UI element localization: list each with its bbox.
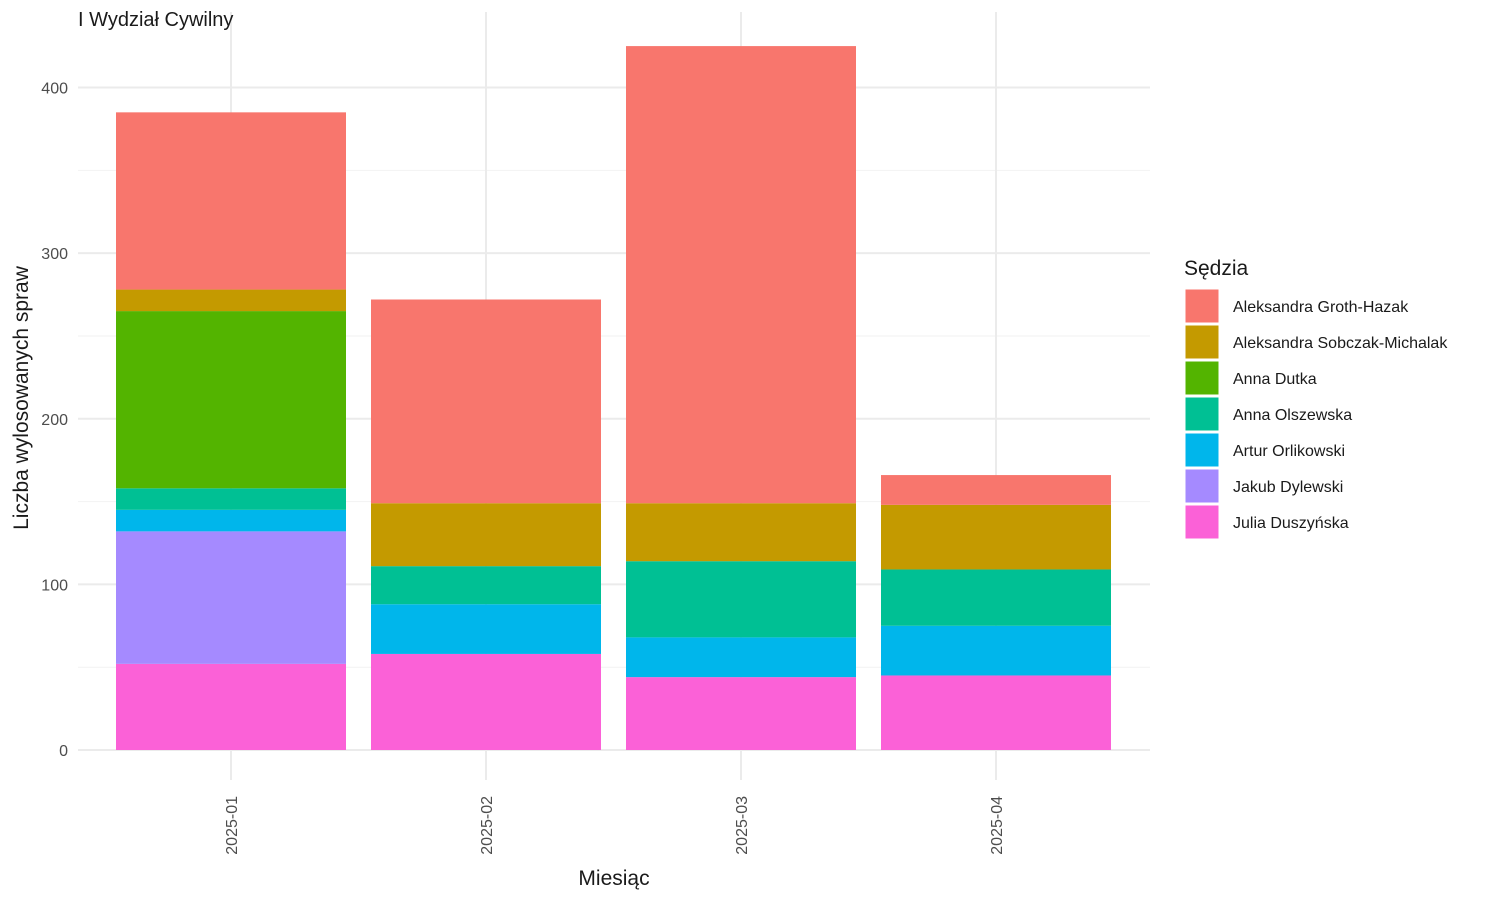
bar-segment: Aleksandra Groth-Hazak 2025-02: 123 bbox=[371, 299, 601, 504]
y-tick-label: 400 bbox=[41, 81, 68, 98]
y-tick-label: 0 bbox=[59, 743, 68, 760]
bar-segment: Anna Olszewska 2025-01: 13 bbox=[116, 488, 346, 510]
bars: Julia Duszyńska 2025-01: 52Jakub Dylewsk… bbox=[116, 46, 1111, 750]
legend-key bbox=[1184, 468, 1220, 504]
y-axis-ticks: 0 100 200 300 400 bbox=[41, 81, 68, 761]
bar-segment: Julia Duszyńska 2025-04: 45 bbox=[881, 675, 1111, 750]
bar-segment: Julia Duszyńska 2025-03: 44 bbox=[626, 677, 856, 750]
x-tick-label: 2025-04 bbox=[989, 796, 1006, 855]
legend-label: Aleksandra Sobczak-Michalak bbox=[1233, 335, 1448, 352]
bar-segment: Jakub Dylewski 2025-01: 80 bbox=[116, 531, 346, 664]
y-tick-label: 300 bbox=[41, 246, 68, 263]
x-tick-label: 2025-02 bbox=[479, 796, 496, 855]
bar-segment: Julia Duszyńska 2025-01: 52 bbox=[116, 663, 346, 750]
bar-segment: Aleksandra Groth-Hazak 2025-03: 276 bbox=[626, 46, 856, 504]
legend-label: Anna Olszewska bbox=[1233, 407, 1352, 424]
y-tick-label: 200 bbox=[41, 412, 68, 429]
legend-key bbox=[1184, 432, 1220, 468]
bar-segment: Anna Dutka 2025-01: 107 bbox=[116, 311, 346, 489]
bar-segment: Anna Olszewska 2025-04: 34 bbox=[881, 569, 1111, 626]
bar-segment: Aleksandra Sobczak-Michalak 2025-02: 38 bbox=[371, 503, 601, 567]
legend-label: Anna Dutka bbox=[1233, 371, 1317, 388]
legend-key bbox=[1184, 504, 1220, 540]
legend-label: Aleksandra Groth-Hazak bbox=[1233, 299, 1409, 316]
bar-segment: Julia Duszyńska 2025-02: 58 bbox=[371, 653, 601, 750]
legend-label: Jakub Dylewski bbox=[1233, 479, 1343, 496]
bar-segment: Aleksandra Sobczak-Michalak 2025-04: 39 bbox=[881, 504, 1111, 570]
legend-title: Sędzia bbox=[1184, 257, 1249, 280]
bar-segment: Anna Olszewska 2025-03: 46 bbox=[626, 561, 856, 638]
legend-label: Artur Orlikowski bbox=[1233, 443, 1345, 460]
bar-segment: Artur Orlikowski 2025-04: 30 bbox=[881, 625, 1111, 676]
legend-label: Julia Duszyńska bbox=[1233, 515, 1349, 532]
legend-key bbox=[1184, 288, 1220, 324]
y-axis-title: Liczba wylosowanych spraw bbox=[10, 265, 33, 530]
bar-segment: Aleksandra Groth-Hazak 2025-01: 107 bbox=[116, 112, 346, 290]
x-tick-label: 2025-01 bbox=[224, 796, 241, 855]
bar-segment: Anna Olszewska 2025-02: 23 bbox=[371, 566, 601, 605]
bar-segment: Artur Orlikowski 2025-01: 13 bbox=[116, 509, 346, 532]
legend: Sędzia Aleksandra Groth-Hazak Aleksandra … bbox=[1184, 257, 1448, 540]
bar-segment: Artur Orlikowski 2025-02: 30 bbox=[371, 604, 601, 654]
bar-segment: Aleksandra Sobczak-Michalak 2025-03: 35 bbox=[626, 503, 856, 562]
x-axis-title: Miesiąc bbox=[578, 867, 649, 890]
x-axis-ticks: 2025-01 2025-02 2025-03 2025-04 bbox=[224, 796, 1006, 855]
legend-key bbox=[1184, 324, 1220, 360]
bar-segment: Artur Orlikowski 2025-03: 24 bbox=[626, 637, 856, 678]
bar-segment: Aleksandra Sobczak-Michalak 2025-01: 13 bbox=[116, 289, 346, 312]
x-tick-label: 2025-03 bbox=[734, 796, 751, 855]
legend-key bbox=[1184, 396, 1220, 432]
legend-key bbox=[1184, 360, 1220, 396]
y-tick-label: 100 bbox=[41, 577, 68, 594]
bar-segment: Aleksandra Groth-Hazak 2025-04: 18 bbox=[881, 475, 1111, 505]
chart-title: I Wydział Cywilny bbox=[78, 9, 233, 31]
